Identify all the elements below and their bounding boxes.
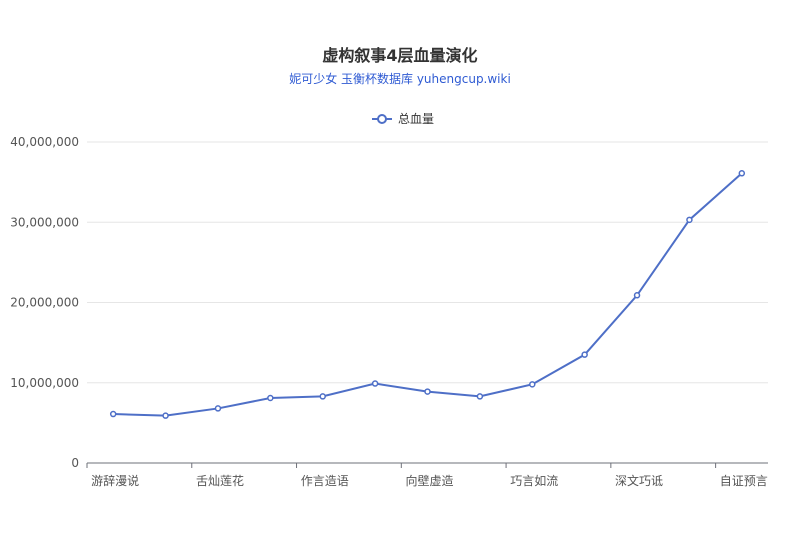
data-point[interactable] [581, 351, 588, 358]
data-point[interactable] [319, 393, 326, 400]
legend: 总血量 [372, 112, 434, 126]
x-tick-label: 游辞漫说 [91, 473, 139, 488]
data-point[interactable] [371, 380, 379, 387]
data-point[interactable] [738, 170, 746, 177]
y-tick-label: 20,000,000 [10, 296, 79, 310]
data-point[interactable] [529, 381, 536, 388]
data-point[interactable] [109, 410, 117, 418]
y-tick-label: 40,000,000 [10, 135, 79, 149]
legend-marker-icon [377, 114, 387, 124]
y-tick-label: 0 [71, 456, 79, 470]
x-tick-label: 作言造语 [301, 474, 349, 488]
data-point[interactable] [424, 388, 431, 395]
data-point[interactable] [162, 412, 169, 419]
x-axis: 游辞漫说 舌灿莲花 作言造语 向壁虚造 巧言如流 深文巧诋 自证预言 [86, 462, 768, 488]
x-tick-label: 深文巧诋 [615, 473, 663, 488]
chart-subtitle: 妮可少女 玉衡杯数据库 yuhengcup.wiki [0, 70, 800, 87]
chart-title: 虚构叙事4层血量演化 [322, 46, 478, 65]
grid-lines [87, 141, 768, 384]
y-tick-label: 30,000,000 [10, 215, 79, 229]
data-point[interactable] [476, 393, 484, 400]
series-line-group [109, 170, 746, 419]
data-point[interactable] [214, 405, 222, 412]
y-axis-ticks: 0 10,000,000 20,000,000 30,000,000 40,000,00… [10, 135, 79, 470]
data-point[interactable] [267, 394, 274, 402]
x-tick-label: 自证预言 [720, 474, 768, 488]
legend-label[interactable]: 总血量 [398, 112, 434, 126]
data-point[interactable] [633, 292, 641, 299]
data-point[interactable] [686, 216, 693, 224]
subtitle-link[interactable]: 妮可少女 玉衡杯数据库 yuhengcup.wiki [289, 72, 511, 86]
x-tick-label: 巧言如流 [510, 473, 558, 488]
y-tick-label: 10,000,000 [10, 376, 79, 390]
series-line [113, 172, 743, 417]
x-tick-label: 向壁虚造 [405, 473, 453, 488]
x-tick-label: 舌灿莲花 [196, 473, 244, 488]
